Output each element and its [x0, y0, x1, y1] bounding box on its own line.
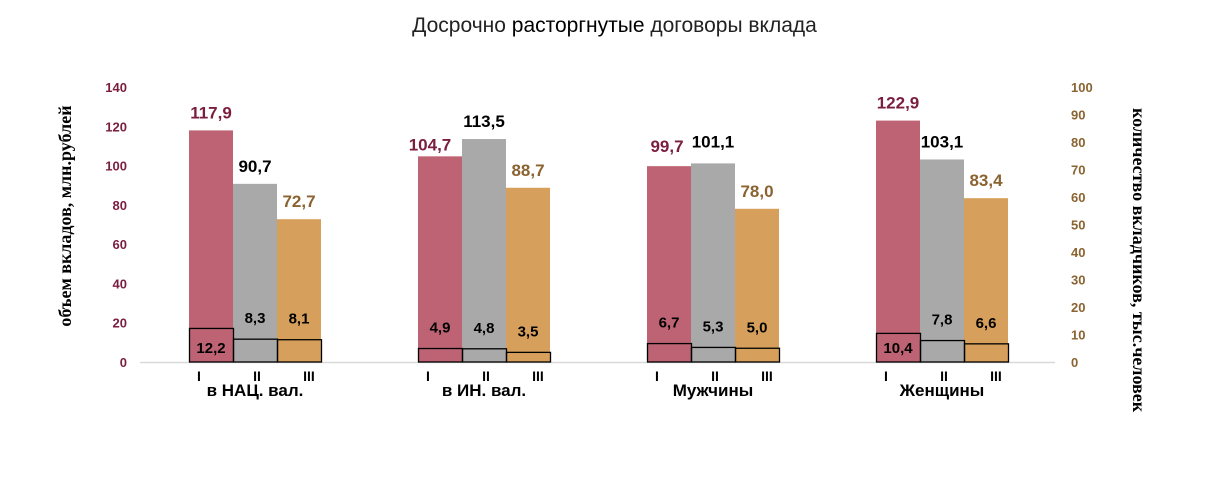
volume-data-label: 117,9 [190, 103, 232, 122]
title-part-bold: расторгнутые [511, 14, 645, 37]
count-data-label: 8,3 [245, 310, 266, 327]
count-data-label: 5,3 [703, 318, 724, 335]
count-data-label: 7,8 [932, 312, 953, 329]
count-data-label: 12,2 [196, 340, 225, 357]
title-part-after: договоры вклада [644, 14, 817, 37]
y-tick-right: 80 [1071, 135, 1085, 150]
count-data-label: 5,0 [747, 319, 768, 336]
bar-sub-label: II [711, 368, 719, 384]
volume-bar [233, 183, 277, 362]
y-tick-right: 60 [1071, 190, 1085, 205]
y-tick-left: 140 [105, 80, 127, 95]
y-tick-left: 60 [113, 237, 127, 252]
volume-data-label: 113,5 [463, 112, 505, 131]
chart-marks: 0 20 40 60 80 100 120 140 0 10 20 30 40 50 60 70 80 90 100… [105, 80, 1092, 400]
volume-data-label: 103,1 [921, 132, 964, 151]
bar-sub-label: I [884, 368, 888, 384]
y-tick-right: 50 [1071, 218, 1085, 233]
category-label: в НАЦ. вал. [207, 381, 304, 400]
volume-bar [462, 139, 506, 362]
volume-data-label: 101,1 [692, 132, 735, 151]
y-axis-right-title: количество вкладчиков, тыс.человек [1129, 108, 1149, 413]
volume-data-label: 122,9 [877, 94, 920, 113]
y-tick-right: 100 [1071, 80, 1093, 95]
count-data-label: 4,8 [474, 320, 495, 337]
volume-bar [277, 219, 321, 362]
y-tick-right: 90 [1071, 108, 1085, 123]
category-label: Женщины [899, 381, 985, 400]
count-bar [276, 339, 323, 363]
volume-data-label: 83,4 [969, 171, 1003, 190]
count-data-label: 6,6 [976, 315, 997, 332]
bar-sub-label: III [761, 368, 773, 384]
volume-bar [920, 159, 964, 362]
volume-data-label: 90,7 [238, 157, 271, 176]
count-data-label: 4,9 [430, 320, 451, 337]
volume-data-label: 88,7 [511, 161, 544, 180]
volume-data-label: 104,7 [409, 135, 452, 154]
volume-bar [189, 130, 233, 362]
bar-sub-label: I [426, 368, 430, 384]
count-data-label: 10,4 [883, 340, 913, 357]
volume-data-label: 99,7 [650, 137, 683, 156]
volume-bar [735, 208, 779, 362]
count-data-label: 3,5 [518, 323, 539, 340]
bar-sub-label: I [655, 368, 659, 384]
bar-sub-label: III [303, 368, 315, 384]
y-tick-right: 10 [1071, 328, 1085, 343]
count-data-label: 6,7 [659, 315, 680, 332]
volume-data-label: 72,7 [282, 192, 315, 211]
volume-bar [691, 163, 735, 362]
volume-bar [418, 156, 462, 362]
volume-bar [964, 198, 1008, 362]
volume-bar [647, 166, 691, 362]
y-tick-left: 80 [113, 198, 127, 213]
y-tick-left: 20 [113, 316, 127, 331]
count-data-label: 8,1 [289, 311, 310, 328]
bar-sub-label: II [482, 368, 490, 384]
category-label: Мужчины [673, 381, 754, 400]
y-tick-right: 40 [1071, 245, 1085, 260]
chart-title: Досрочно расторгнутые договоры вклада [0, 14, 1229, 38]
y-tick-left: 40 [113, 276, 127, 291]
y-tick-left: 0 [120, 355, 127, 370]
bar-sub-label: III [990, 368, 1002, 384]
category-label: в ИН. вал. [442, 381, 526, 400]
y-tick-right: 20 [1071, 300, 1085, 315]
y-tick-right: 70 [1071, 163, 1085, 178]
y-tick-left: 100 [105, 159, 127, 174]
bar-sub-label: II [940, 368, 948, 384]
bar-sub-label: II [253, 368, 261, 384]
volume-data-label: 78,0 [740, 182, 773, 201]
volume-bar [506, 187, 550, 362]
bar-sub-label: I [197, 368, 201, 384]
volume-bar [876, 120, 920, 362]
bar-sub-label: III [532, 368, 544, 384]
y-tick-right: 30 [1071, 273, 1085, 288]
count-bar [734, 347, 781, 363]
title-part-before: Досрочно [412, 14, 512, 37]
count-bar [963, 343, 1010, 363]
y-tick-left: 120 [105, 119, 127, 134]
y-tick-right: 0 [1071, 355, 1078, 370]
y-axis-left-title: объем вкладов, млн.рублей [55, 105, 75, 326]
count-bar [505, 351, 552, 363]
